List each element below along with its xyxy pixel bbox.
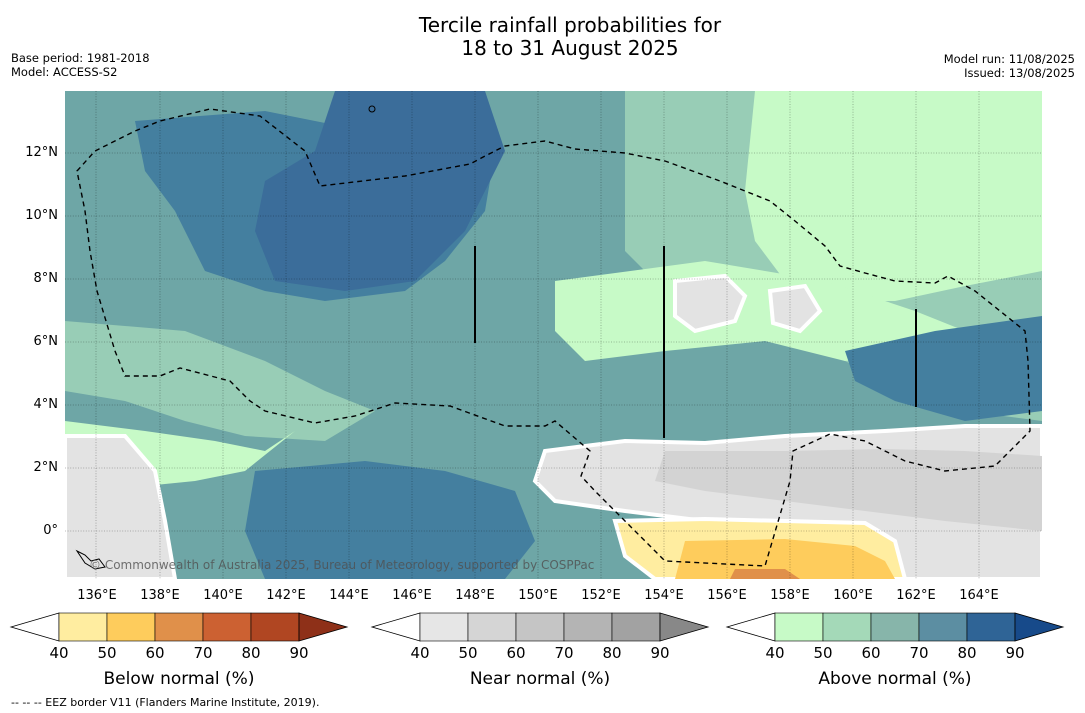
lon-label: 156°E xyxy=(707,588,747,603)
lon-label: 148°E xyxy=(455,588,495,603)
colorbar xyxy=(725,612,1065,642)
colorbar-under-triangle xyxy=(370,612,421,642)
colorbar-tick-label: 90 xyxy=(650,644,670,662)
colorbar xyxy=(370,612,710,642)
lat-label: 6°N xyxy=(33,334,59,349)
region-above-70-e xyxy=(845,316,1042,421)
colorbar-segment xyxy=(822,612,872,642)
colorbar-segment xyxy=(58,612,108,642)
region-below-60 xyxy=(730,569,800,579)
colorbar-over-triangle xyxy=(659,612,710,642)
lon-label: 146°E xyxy=(392,588,432,603)
lon-label: 138°E xyxy=(140,588,180,603)
copyright-notice: © Commonwealth of Australia 2025, Bureau… xyxy=(89,558,595,572)
colorbar-tick-label: 70 xyxy=(554,644,574,662)
lat-label: 12°N xyxy=(25,145,58,160)
colorbar-tick-label: 60 xyxy=(506,644,526,662)
colorbar-tick-label: 80 xyxy=(957,644,977,662)
colorbar-tick-label: 40 xyxy=(765,644,785,662)
model-run: Model run: 11/08/2025 xyxy=(943,52,1075,66)
colorbar-tick-label: 70 xyxy=(909,644,929,662)
lat-label: 2°N xyxy=(33,460,59,475)
colorbar-segment xyxy=(774,612,824,642)
lon-label: 154°E xyxy=(644,588,684,603)
colorbar-title: Near normal (%) xyxy=(469,669,611,689)
lon-label: 136°E xyxy=(77,588,117,603)
region-near-patch-2 xyxy=(767,283,823,334)
lon-label: 150°E xyxy=(518,588,558,603)
title-line-2: 18 to 31 August 2025 xyxy=(461,36,679,60)
region-above-80-nw xyxy=(255,91,505,291)
colorbar-segment xyxy=(515,612,565,642)
colorbar-over-triangle xyxy=(1014,612,1065,642)
colorbar-segment xyxy=(202,612,252,642)
region-above-40-mid xyxy=(555,261,965,361)
base-period: Base period: 1981-2018 xyxy=(11,51,150,65)
lat-label: 0° xyxy=(43,523,58,538)
issued-date: Issued: 13/08/2025 xyxy=(964,66,1075,80)
lon-label: 144°E xyxy=(329,588,369,603)
model-name: Model: ACCESS-S2 xyxy=(11,65,118,79)
title-line-1: Tercile rainfall probabilities for xyxy=(418,13,722,37)
map-canvas xyxy=(65,91,1042,579)
colorbar-tick-label: 90 xyxy=(1005,644,1025,662)
probability-map xyxy=(65,91,1042,579)
lon-label: 162°E xyxy=(896,588,936,603)
colorbar-segment xyxy=(419,612,469,642)
colorbar-tick-label: 70 xyxy=(193,644,213,662)
colorbar-tick-label: 90 xyxy=(289,644,309,662)
lat-label: 4°N xyxy=(33,397,59,412)
colorbar-tick-label: 80 xyxy=(241,644,261,662)
colorbar-tick-label: 50 xyxy=(813,644,833,662)
eez-footer-note: -- -- -- EEZ border V11 (Flanders Marine… xyxy=(11,696,320,709)
colorbar-title: Below normal (%) xyxy=(103,669,255,689)
lon-label: 164°E xyxy=(959,588,999,603)
colorbar-segment xyxy=(154,612,204,642)
colorbar-tick-label: 60 xyxy=(861,644,881,662)
region-below-50 xyxy=(675,539,895,579)
region-above-70-sw xyxy=(245,461,535,579)
colorbar-tick-label: 60 xyxy=(145,644,165,662)
colorbar-segment xyxy=(918,612,968,642)
colorbar-tick-label: 40 xyxy=(49,644,69,662)
grid-lines xyxy=(65,91,1042,579)
colorbar-tick-label: 50 xyxy=(97,644,117,662)
lon-label: 142°E xyxy=(266,588,306,603)
colorbar-tick-label: 50 xyxy=(458,644,478,662)
colorbar-tick-label: 40 xyxy=(410,644,430,662)
colorbar-segment xyxy=(870,612,920,642)
meta-left: Base period: 1981-2018 Model: ACCESS-S2 xyxy=(11,51,150,79)
colorbar-segment xyxy=(966,612,1016,642)
colorbar-title: Above normal (%) xyxy=(818,669,972,689)
colorbar-over-triangle xyxy=(298,612,349,642)
region-above-40-ne xyxy=(745,91,1042,301)
lat-label: 10°N xyxy=(25,208,58,223)
lon-label: 160°E xyxy=(833,588,873,603)
eez-border xyxy=(76,108,1031,567)
colorbar-segment xyxy=(467,612,517,642)
lon-label: 152°E xyxy=(581,588,621,603)
region-near-40-sw xyxy=(65,434,178,579)
colorbar-segment xyxy=(611,612,661,642)
lon-label: 140°E xyxy=(203,588,243,603)
map-title: Tercile rainfall probabilities for 18 to… xyxy=(0,14,1085,60)
lon-label: 158°E xyxy=(770,588,810,603)
lat-label: 8°N xyxy=(33,271,59,286)
colorbar-under-triangle xyxy=(725,612,776,642)
colorbar-segment xyxy=(250,612,300,642)
colorbar-segment xyxy=(106,612,156,642)
colorbar-under-triangle xyxy=(9,612,60,642)
island-outline xyxy=(75,549,106,570)
region-near-50-south xyxy=(655,449,1042,531)
island-marker xyxy=(368,105,376,113)
meta-right: Model run: 11/08/2025 Issued: 13/08/2025 xyxy=(944,52,1075,80)
colorbar xyxy=(9,612,349,642)
colorbar-segment xyxy=(563,612,613,642)
region-near-patch-1 xyxy=(673,273,748,334)
colorbar-tick-label: 80 xyxy=(602,644,622,662)
region-above-50-west xyxy=(65,321,375,441)
